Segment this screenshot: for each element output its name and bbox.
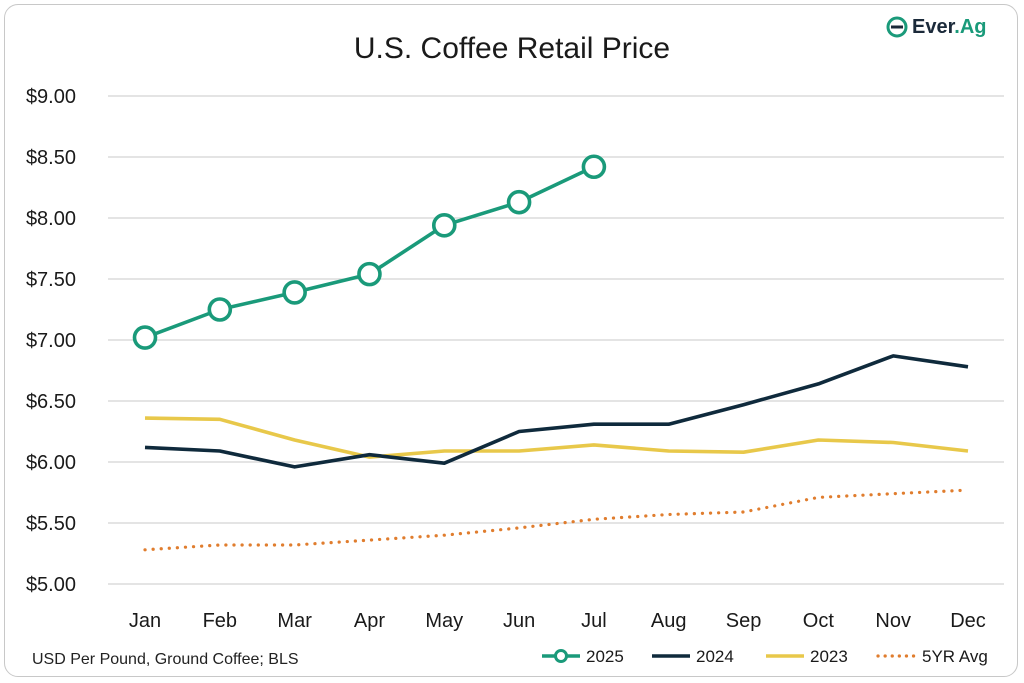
y-tick-label: $6.50 (26, 391, 76, 413)
x-tick-label: Jun (503, 610, 535, 632)
y-tick-label: $5.00 (26, 574, 76, 596)
source-note: USD Per Pound, Ground Coffee; BLS (32, 651, 299, 668)
data-point-marker (581, 154, 607, 180)
x-tick-label: May (425, 610, 463, 632)
x-tick-label: Feb (203, 610, 237, 632)
x-tick-label: Dec (950, 610, 986, 632)
series-line-5yr-avg (143, 488, 970, 552)
y-tick-label: $8.50 (26, 147, 76, 169)
y-tick-label: $6.00 (26, 452, 76, 474)
series-group (132, 154, 970, 552)
legend-marker (554, 649, 568, 663)
x-tick-label: Mar (277, 610, 312, 632)
grid-lines (108, 95, 1004, 585)
logo-wordmark: Ever.Ag (912, 16, 986, 39)
x-tick-label: Jan (129, 610, 161, 632)
everag-logo-icon (886, 16, 908, 38)
legend-entry: 5YR Avg (876, 647, 988, 666)
legend-entry: 2025 (542, 647, 624, 666)
y-tick-label: $9.00 (26, 86, 76, 108)
x-tick-label: Jul (581, 610, 607, 632)
data-point-marker (431, 213, 457, 238)
legend-label: 2023 (810, 647, 848, 666)
logo-wordmark-ag: .Ag (954, 15, 987, 38)
legend-label: 5YR Avg (922, 647, 988, 666)
data-point-marker (357, 261, 382, 287)
x-tick-label: Nov (875, 610, 911, 632)
series-line-2024 (144, 354, 969, 469)
x-tick-label: Sep (726, 610, 762, 632)
x-tick-label: Oct (803, 610, 835, 632)
y-tick-label: $8.00 (26, 208, 76, 230)
x-axis-ticks: Jan Feb Mar Apr May Jun Jul Aug Sep Oct Nov Dec (129, 610, 986, 632)
data-point-marker (132, 325, 158, 350)
logo-wordmark-ever: Ever (912, 15, 955, 38)
legend-entry: 2023 (766, 647, 848, 666)
legend-entry: 2024 (652, 647, 734, 666)
y-tick-label: $5.50 (26, 513, 76, 535)
x-tick-label: Aug (651, 610, 687, 632)
data-point-marker (207, 297, 233, 322)
legend-label: 2024 (696, 647, 734, 666)
x-tick-label: Apr (354, 610, 385, 632)
legend-label: 2025 (586, 647, 624, 666)
data-point-marker (506, 189, 532, 215)
brand-logo: Ever.Ag (886, 12, 986, 42)
y-tick-label: $7.00 (26, 330, 76, 352)
series-line-2023 (144, 416, 969, 459)
chart-title: U.S. Coffee Retail Price (353, 32, 671, 65)
data-point-marker (282, 280, 307, 305)
legend: 2025 2024 2023 5YR Avg (542, 647, 988, 666)
y-tick-label: $7.50 (26, 269, 76, 291)
y-axis-ticks: $5.00 $5.50 $6.00 $6.50 $7.00 $7.50 $8.00 $8.50… (26, 86, 76, 596)
